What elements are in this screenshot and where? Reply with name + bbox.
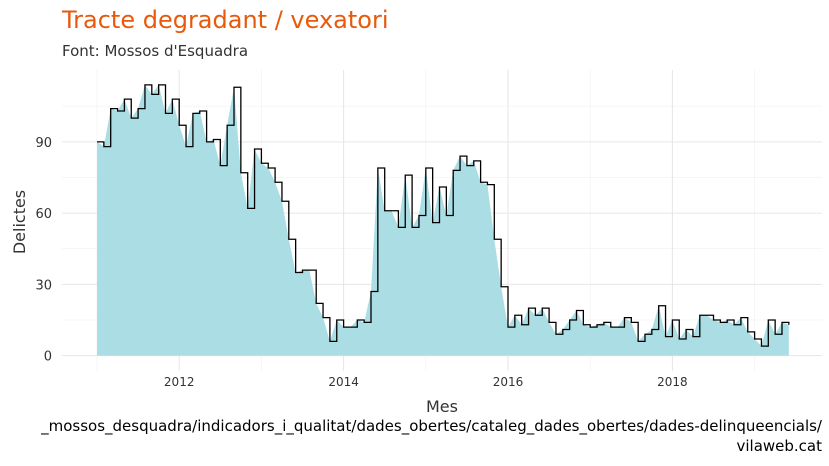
x-tick-label: 2012 [164, 375, 195, 389]
y-tick-labels: 0 30 60 90 [35, 136, 52, 365]
series-area [97, 84, 789, 356]
y-axis-label: Delictes [10, 190, 29, 254]
y-tick-label: 0 [44, 350, 52, 365]
source-caption: _mossos_desquadra/indicadors_i_qualitat/… [41, 417, 822, 435]
series-step-line [97, 84, 790, 347]
y-tick-label: 90 [35, 136, 52, 151]
credit-caption: vilaweb.cat [736, 437, 822, 455]
x-tick-label: 2016 [493, 375, 524, 389]
x-tick-labels: 2012 2014 2016 2018 [164, 375, 688, 389]
x-axis-label: Mes [426, 397, 458, 416]
chart-title: Tracte degradant / vexatori [62, 6, 389, 34]
y-tick-label: 60 [35, 207, 52, 222]
x-tick-label: 2014 [328, 375, 359, 389]
x-tick-label: 2018 [657, 375, 688, 389]
y-tick-label: 30 [35, 278, 52, 293]
chart-subtitle: Font: Mossos d'Esquadra [62, 42, 249, 60]
